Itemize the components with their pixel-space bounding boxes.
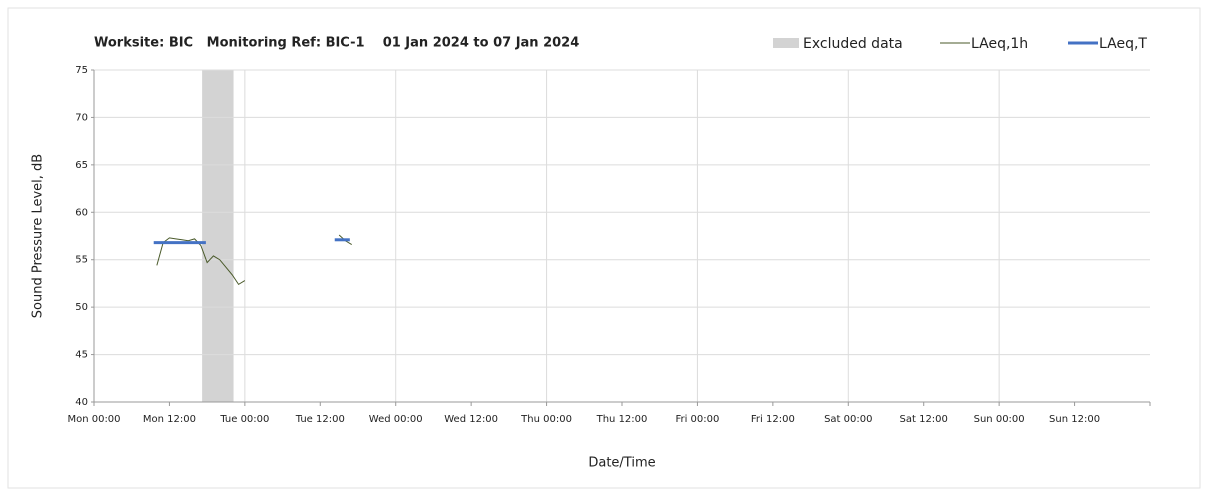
legend-label: LAeq,1h — [971, 36, 1028, 52]
x-tick-label: Wed 00:00 — [369, 414, 423, 425]
series-line — [156, 237, 246, 286]
x-tick-label: Fri 12:00 — [751, 414, 795, 425]
x-tick-label: Wed 12:00 — [444, 414, 498, 425]
y-tick-label: 45 — [75, 350, 88, 361]
x-tick-label: Tue 12:00 — [295, 414, 345, 425]
y-tick-label: 55 — [75, 255, 88, 266]
x-tick-label: Sat 12:00 — [900, 414, 948, 425]
y-tick-label: 65 — [75, 160, 88, 171]
x-axis-label: Date/Time — [588, 456, 655, 471]
legend-label: Excluded data — [803, 36, 903, 52]
x-tick-label: Thu 12:00 — [596, 414, 648, 425]
y-tick-label: 70 — [75, 112, 88, 123]
x-tick-label: Fri 00:00 — [675, 414, 719, 425]
x-tick-label: Mon 12:00 — [143, 414, 196, 425]
excluded-band — [202, 70, 234, 402]
x-tick-label: Thu 00:00 — [520, 414, 572, 425]
legend-label: LAeq,T — [1099, 36, 1147, 52]
x-tick-label: Tue 00:00 — [219, 414, 269, 425]
chart-title: Worksite: BIC Monitoring Ref: BIC-1 01 J… — [94, 36, 579, 51]
y-tick-label: 50 — [75, 302, 88, 313]
y-tick-label: 75 — [75, 65, 88, 76]
y-tick-label: 40 — [75, 397, 88, 408]
y-tick-label: 60 — [75, 207, 88, 218]
x-tick-label: Sun 12:00 — [1049, 414, 1100, 425]
legend-swatch — [773, 38, 799, 48]
x-tick-label: Sat 00:00 — [824, 414, 872, 425]
x-tick-label: Sun 00:00 — [974, 414, 1025, 425]
y-axis-label: Sound Pressure Level, dB — [31, 154, 46, 318]
frame — [7, 7, 1201, 489]
x-tick-label: Mon 00:00 — [67, 414, 120, 425]
